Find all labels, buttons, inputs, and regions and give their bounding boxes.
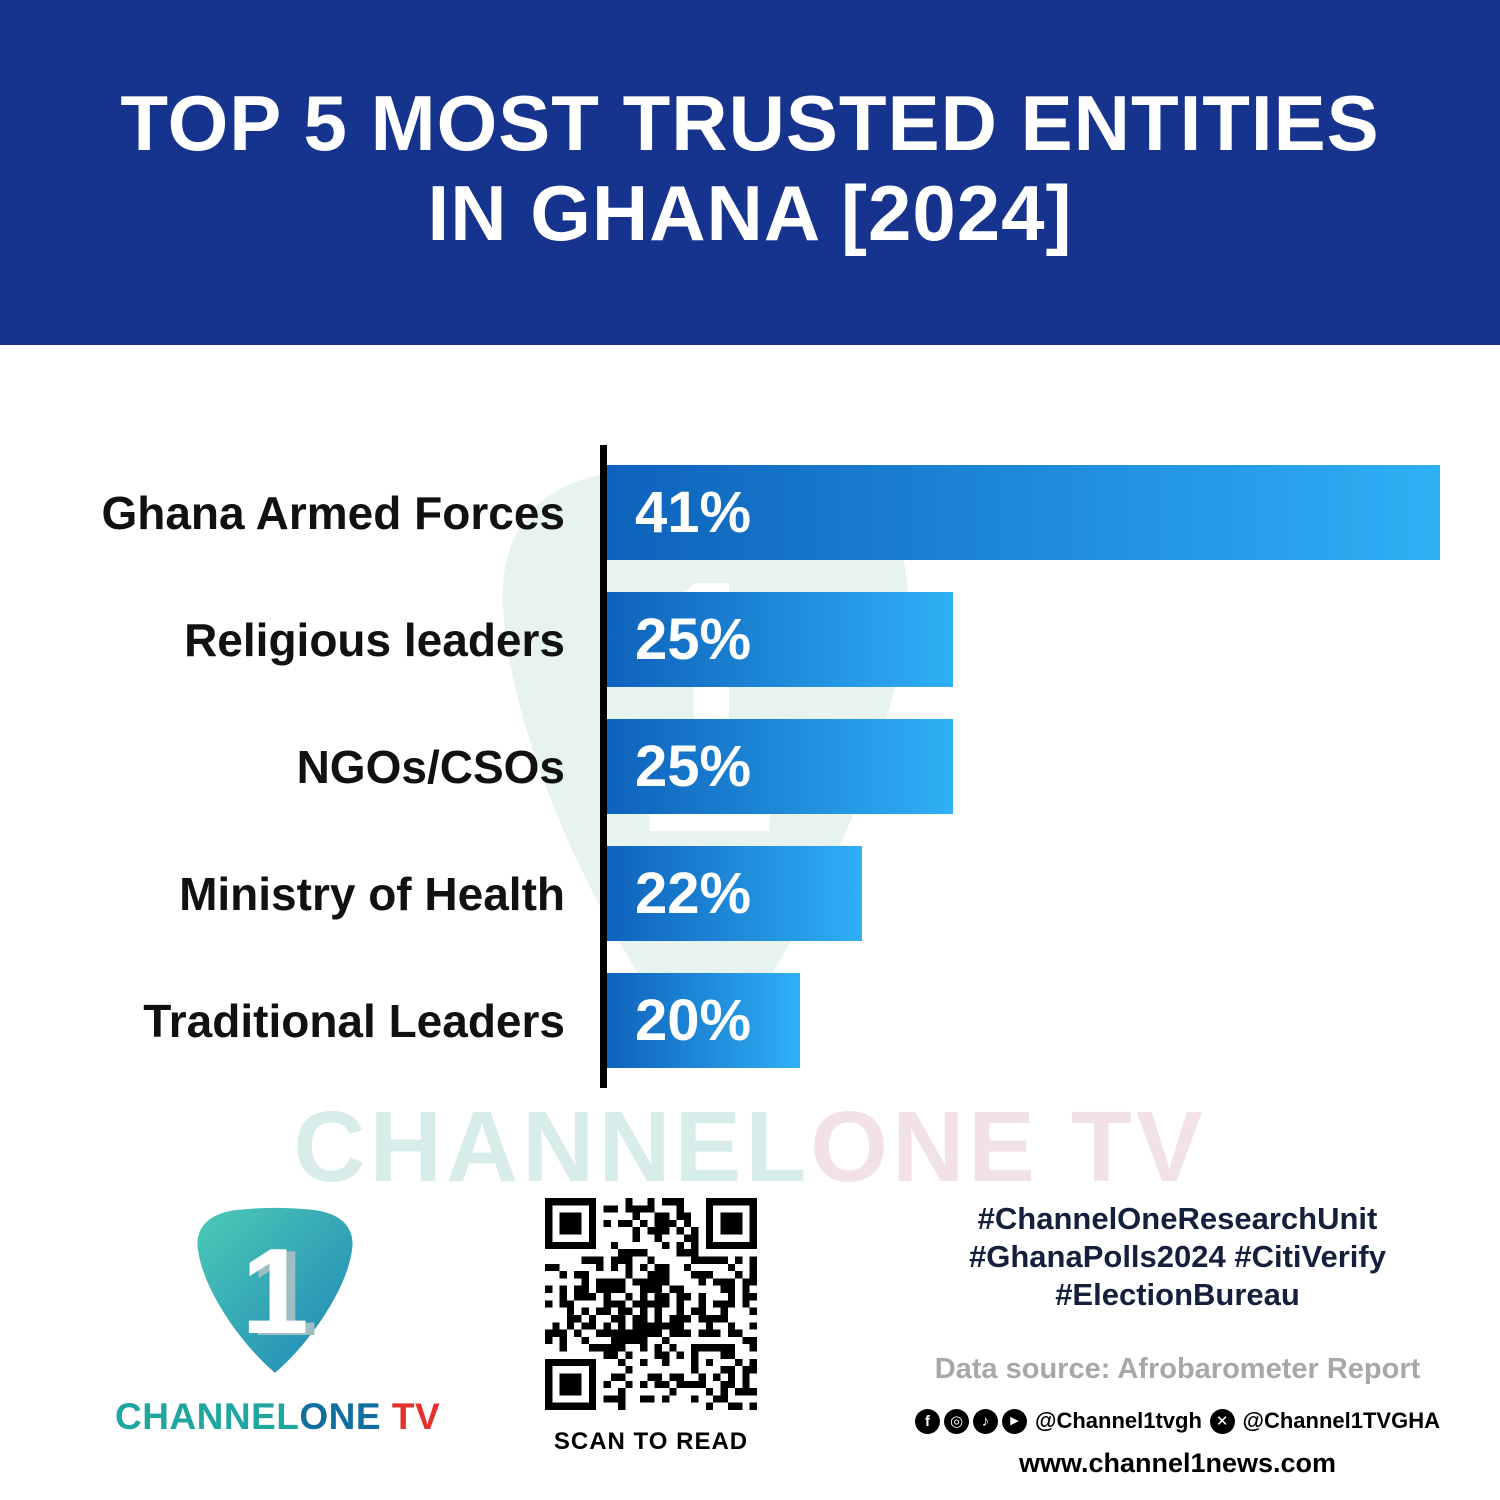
instagram-icon: ◎ (944, 1408, 969, 1434)
chart-row: Ministry of Health 22% (0, 846, 1500, 941)
page-title-line2: IN GHANA [2024] (427, 169, 1073, 258)
bar-value-label: 25% (635, 734, 752, 799)
brand-wordmark: CHANNELONE TV (115, 1396, 440, 1438)
y-axis-line (600, 445, 607, 1088)
bar-track: 20% (607, 973, 1440, 1068)
watermark-part2: ONE TV (810, 1091, 1207, 1203)
category-label: Ministry of Health (179, 867, 565, 920)
chart-rows: Ghana Armed Forces 41% Religious leaders 25… (0, 445, 1500, 1088)
category-label: NGOs/CSOs (296, 740, 565, 793)
bar-3: 22% (607, 846, 862, 941)
data-source-note: Data source: Afrobarometer Report (934, 1353, 1421, 1386)
bar-track: 22% (607, 846, 1440, 941)
instagram-glyph: ◎ (949, 1412, 964, 1430)
x-icon: ✕ (1209, 1408, 1235, 1434)
category-label: Religious leaders (184, 613, 565, 666)
watermark-numeral: 1 (633, 506, 777, 908)
header-banner: TOP 5 MOST TRUSTED ENTITIES IN GHANA [20… (0, 0, 1500, 345)
x-glyph: ✕ (1215, 1412, 1229, 1430)
tiktok-icon: ♪ (973, 1408, 998, 1434)
bar-value-label: 22% (635, 861, 752, 926)
bar-1: 25% (607, 592, 953, 687)
social-icon-group: f ◎ ♪ ▶ (915, 1408, 1027, 1434)
bar-2: 25% (607, 719, 953, 814)
watermark-part1: CHANNEL (293, 1091, 811, 1203)
logo-numeral-shadow: 1 (250, 1225, 318, 1361)
chart-row: Traditional Leaders 20% (0, 973, 1500, 1068)
bar-value-label: 25% (635, 607, 752, 672)
category-label: Traditional Leaders (143, 994, 565, 1047)
brand-part-tv: TV (381, 1396, 441, 1437)
bar-4: 20% (607, 973, 801, 1068)
social-row: f ◎ ♪ ▶ @Channel1tvgh ✕ @Channel1TVGHA (915, 1408, 1440, 1434)
qr-code (545, 1198, 757, 1410)
bar-track: 25% (607, 592, 1440, 687)
logo-numeral: 1 (241, 1223, 309, 1359)
chart-row: NGOs/CSOs 25% (0, 719, 1500, 814)
bar-chart: Ghana Armed Forces 41% Religious leaders 25… (0, 445, 1500, 1088)
youtube-glyph: ▶ (1010, 1414, 1019, 1427)
facebook-icon: f (915, 1408, 940, 1434)
page-title-line1: TOP 5 MOST TRUSTED ENTITIES (120, 79, 1380, 167)
brand-logo-block: 1 1 CHANNELONE TV (115, 1195, 440, 1438)
bar-track: 25% (607, 719, 1440, 814)
bar-value-label: 41% (635, 480, 752, 545)
bar-value-label: 20% (635, 988, 752, 1053)
website-url: www.channel1news.com (1018, 1448, 1337, 1479)
hashtag-line-1: #ChannelOneResearchUnit (977, 1201, 1378, 1236)
category-label: Ghana Armed Forces (101, 486, 565, 539)
qr-block: SCAN TO READ (545, 1198, 757, 1456)
social-handle-1: @Channel1tvgh (1035, 1408, 1202, 1434)
chart-row: Ghana Armed Forces 41% (0, 465, 1500, 560)
facebook-glyph: f (925, 1412, 930, 1430)
qr-caption: SCAN TO READ (553, 1428, 749, 1455)
channel-one-logo-icon: 1 1 (197, 1207, 353, 1373)
hashtags: #ChannelOneResearchUnit #GhanaPolls2024 … (915, 1200, 1440, 1313)
brand-part-channel: CHANNEL (115, 1396, 300, 1437)
social-handle-2: @Channel1TVGHA (1242, 1408, 1440, 1434)
tiktok-glyph: ♪ (981, 1412, 990, 1430)
hashtag-line-3: #ElectionBureau (1055, 1276, 1300, 1312)
footer-info-block: #ChannelOneResearchUnit #GhanaPolls2024 … (915, 1200, 1440, 1479)
watermark-text: CHANNELONE TV (0, 1090, 1500, 1205)
hashtag-line-2: #GhanaPolls2024 #CitiVerify (969, 1238, 1386, 1274)
chart-row: Religious leaders 25% (0, 592, 1500, 687)
youtube-icon: ▶ (1002, 1408, 1027, 1434)
bar-0: 41% (607, 465, 1440, 560)
brand-part-one: ONE (299, 1396, 382, 1437)
bar-track: 41% (607, 465, 1440, 560)
